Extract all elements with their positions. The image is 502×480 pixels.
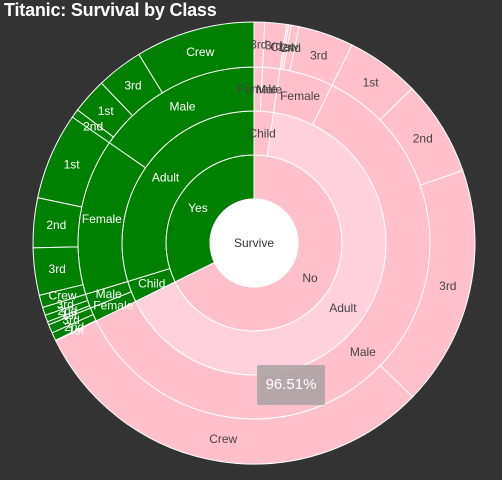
segment-label-no-adult-male: Male: [350, 345, 376, 359]
tooltip-percentage: 96.51%: [257, 365, 325, 405]
segment-label-yes-adult-female-3rd: 3rd: [49, 262, 66, 276]
segment-label-yes-adult: Adult: [152, 171, 180, 185]
segment-label-yes-child-female-1st: 1st: [68, 324, 85, 338]
segment-label-yes-adult-female-crew: Crew: [49, 288, 77, 302]
segment-label-yes-child: Child: [138, 277, 165, 291]
segment-label-no-adult: Adult: [329, 301, 357, 315]
segment-label-yes-adult-female: Female: [82, 212, 122, 226]
segment-label-yes: Yes: [188, 201, 208, 215]
sunburst-segment-no-child-female-3rd[interactable]: [253, 21, 266, 68]
segment-label-yes-adult-female-2nd: 2nd: [46, 218, 66, 232]
segment-label-no-adult-male-crew: Crew: [209, 432, 237, 446]
segment-label-no-child-female: Female: [238, 82, 278, 96]
segment-label-yes-child-male-1st: 1st: [61, 308, 78, 322]
segment-label-yes-child-female: Female: [93, 299, 133, 313]
segment-label-yes-child-male-3rd: 3rd: [57, 297, 74, 311]
segment-label-no-child-female-3rd: 3rd: [250, 38, 267, 52]
segment-label-yes-adult-male-2nd: 2nd: [83, 120, 103, 134]
segment-label-no-adult-male-2nd: 2nd: [413, 131, 433, 145]
segment-label-yes-child-female-2nd: 2nd: [64, 320, 84, 334]
sunburst-center[interactable]: [209, 198, 299, 288]
segment-label-no-adult-female-2nd: 2nd: [281, 41, 301, 55]
segment-label-no-child-male-3rd: 3rd: [265, 38, 282, 52]
segment-label-yes-adult-male-3rd: 3rd: [124, 79, 141, 93]
segment-label-no-child-male: Male: [256, 83, 282, 97]
segment-label-no-adult-female-3rd: 3rd: [310, 48, 327, 62]
segment-label-yes-child-male: Male: [96, 287, 122, 301]
segment-label-no-adult-female-crew: Crew: [270, 40, 298, 54]
segment-label-no-adult-female: Female: [280, 89, 320, 103]
segment-label-no-adult-male-3rd: 3rd: [439, 279, 456, 293]
segment-label-no-child: Child: [248, 126, 275, 140]
segment-label-yes-child-male-2nd: 2nd: [57, 304, 77, 318]
segment-label-no-adult-male-1st: 1st: [363, 75, 380, 89]
segment-label-no-adult-female-1st: 1st: [278, 40, 295, 54]
segment-label-no: No: [302, 271, 318, 285]
segment-label-yes-adult-male-1st: 1st: [98, 104, 115, 118]
segment-label-yes-adult-female-1st: 1st: [64, 158, 81, 172]
center-label: Survive: [234, 236, 274, 250]
segment-label-yes-adult-male: Male: [170, 100, 196, 114]
segment-label-yes-child-female-3rd: 3rd: [62, 313, 79, 327]
chart-title: Titanic: Survival by Class: [4, 0, 217, 20]
segment-label-yes-adult-male-crew: Crew: [186, 45, 214, 59]
